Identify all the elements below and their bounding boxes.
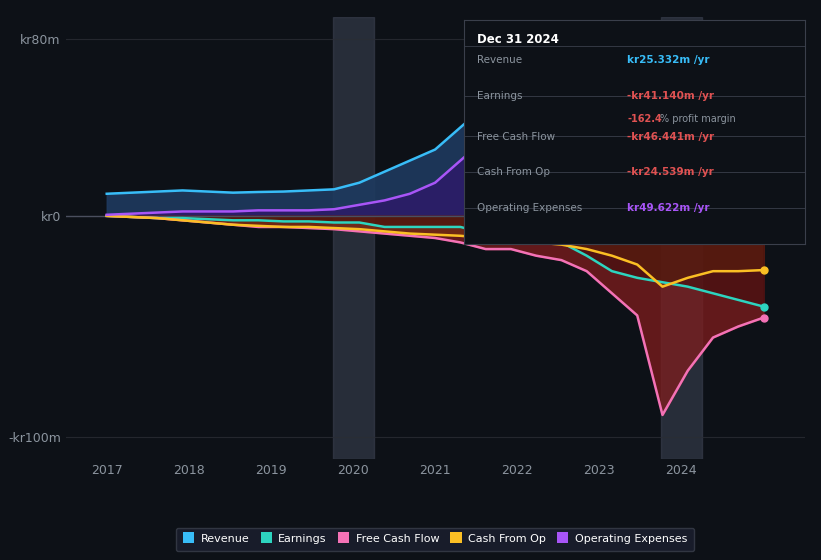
Text: -162.4: -162.4 <box>627 114 663 124</box>
Text: Dec 31 2024: Dec 31 2024 <box>478 33 559 46</box>
Text: % profit margin: % profit margin <box>660 114 736 124</box>
Bar <box>333 17 374 459</box>
Text: -kr24.539m /yr: -kr24.539m /yr <box>627 167 714 178</box>
Text: Earnings: Earnings <box>478 91 523 101</box>
Text: Revenue: Revenue <box>478 55 523 66</box>
Text: Cash From Op: Cash From Op <box>478 167 551 178</box>
Text: Operating Expenses: Operating Expenses <box>478 203 583 213</box>
Text: kr25.332m /yr: kr25.332m /yr <box>627 55 710 66</box>
Bar <box>661 17 702 459</box>
Text: kr49.622m /yr: kr49.622m /yr <box>627 203 710 213</box>
Text: Free Cash Flow: Free Cash Flow <box>478 132 556 142</box>
Text: -kr41.140m /yr: -kr41.140m /yr <box>627 91 714 101</box>
Legend: Revenue, Earnings, Free Cash Flow, Cash From Op, Operating Expenses: Revenue, Earnings, Free Cash Flow, Cash … <box>177 528 694 551</box>
Text: -kr46.441m /yr: -kr46.441m /yr <box>627 132 714 142</box>
